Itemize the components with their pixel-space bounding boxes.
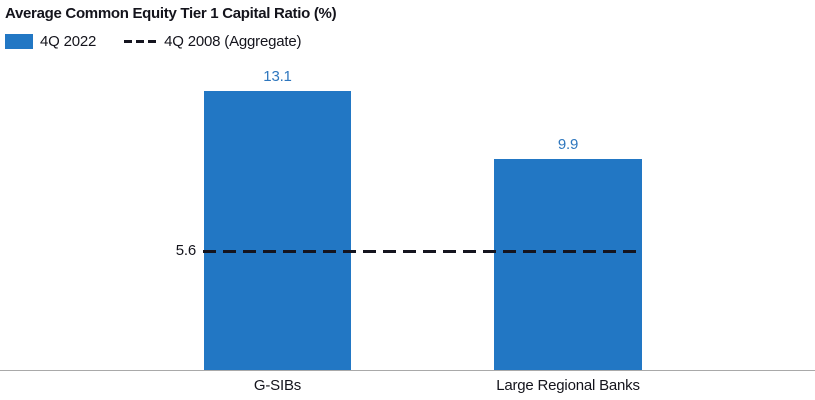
category-label-gsibs: G-SIBs (253, 377, 302, 394)
legend-label-bar-series: 4Q 2022 (40, 32, 97, 50)
reference-line-value-label: 5.6 (175, 242, 196, 259)
legend: 4Q 2022 4Q 2008 (Aggregate) (5, 32, 301, 50)
bar-gsibs (204, 91, 351, 370)
value-label-gsibs: 13.1 (263, 68, 292, 85)
bar-series-swatch-icon (5, 33, 33, 49)
bar-group-large-regional-banks: 9.9 (494, 0, 642, 370)
legend-item-reference-line: 4Q 2008 (Aggregate) (96, 33, 301, 50)
x-axis-line (0, 370, 815, 371)
reference-line-4q2008 (203, 250, 643, 253)
dashed-line-swatch-icon (124, 39, 158, 43)
bar-group-gsibs: 13.1 (204, 0, 351, 370)
value-label-large-regional-banks: 9.9 (557, 136, 579, 153)
chart-title: Average Common Equity Tier 1 Capital Rat… (5, 5, 337, 22)
legend-item-bar-series: 4Q 2022 (5, 33, 96, 50)
legend-label-reference-line: 4Q 2008 (Aggregate) (164, 32, 302, 50)
category-label-large-regional-banks: Large Regional Banks (496, 377, 640, 394)
bar-large-regional-banks (494, 159, 642, 370)
